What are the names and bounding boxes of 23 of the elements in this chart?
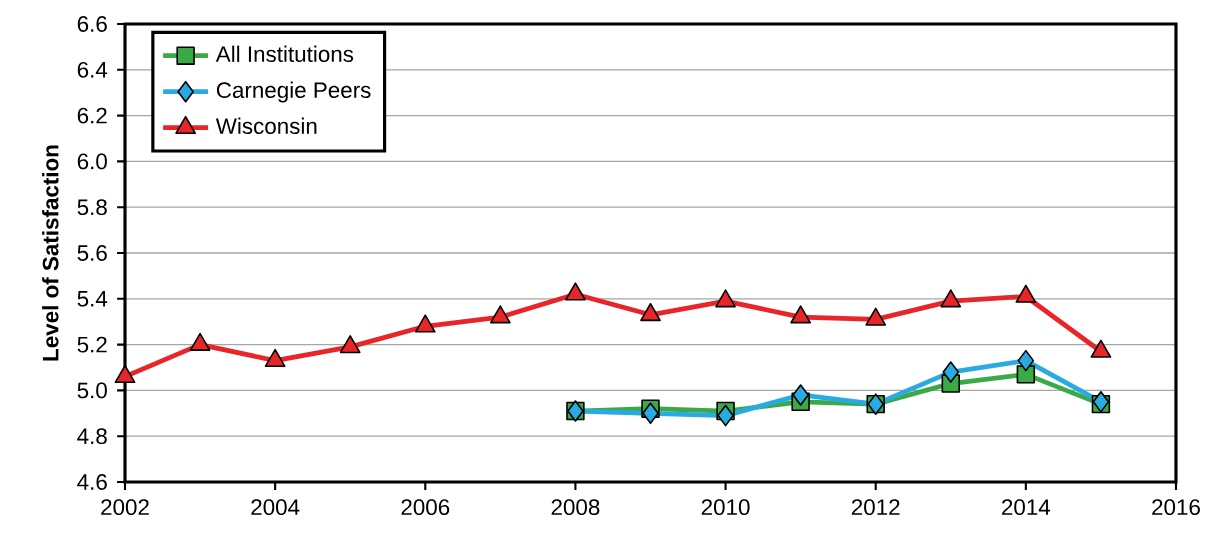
- x-tick-label: 2006: [401, 499, 450, 516]
- legend-label: Wisconsin: [215, 117, 317, 135]
- y-tick-label: 5.6: [77, 245, 107, 261]
- y-tick-label: 4.8: [77, 428, 107, 445]
- y-tick-label: 6.0: [77, 153, 107, 170]
- x-tick-label: 2016: [1152, 499, 1200, 516]
- y-tick-label: 6.6: [77, 16, 107, 32]
- y-tick-label: 5.2: [77, 336, 107, 353]
- x-tick-label: 2004: [251, 499, 300, 516]
- y-tick-label: 5.0: [77, 382, 107, 399]
- y-tick-label: 6.2: [77, 107, 107, 124]
- x-tick-label: 2002: [101, 499, 149, 516]
- y-tick-label: 4.6: [77, 474, 107, 490]
- x-tick-label: 2008: [551, 499, 600, 516]
- x-tick-label: 2014: [1002, 499, 1051, 516]
- x-tick-label: 2010: [701, 499, 750, 516]
- legend-label: Carnegie Peers: [216, 81, 371, 103]
- y-tick-label: 5.8: [77, 199, 107, 216]
- y-axis-title: Level of Satisfaction: [42, 145, 59, 361]
- y-tick-label: 5.4: [77, 290, 108, 307]
- y-tick-label: 6.4: [77, 61, 108, 78]
- legend-label: All Institutions: [215, 45, 354, 63]
- x-tick-label: 2012: [851, 499, 900, 516]
